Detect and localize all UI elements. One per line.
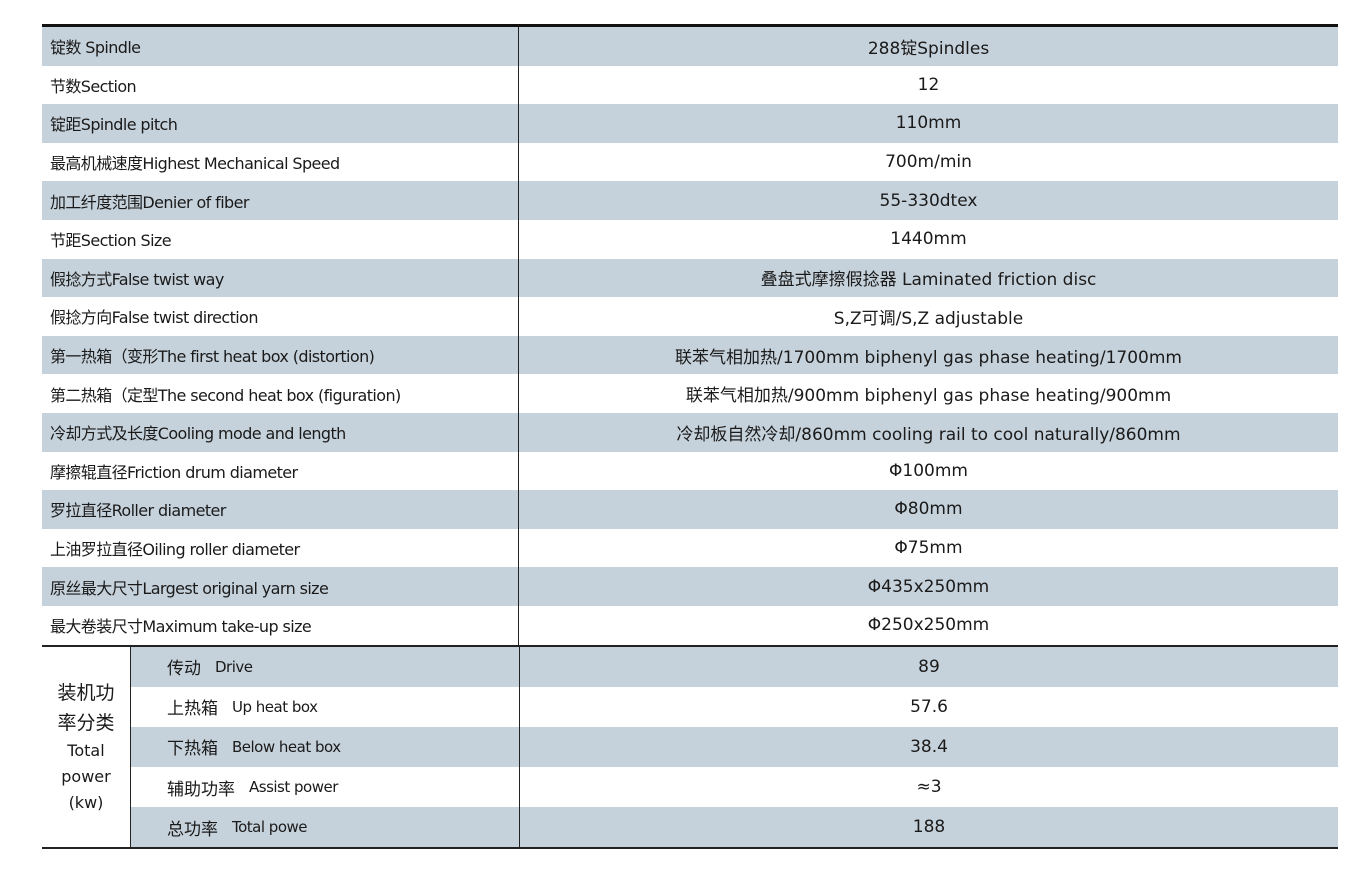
power-item-cn: 下热箱 bbox=[167, 739, 218, 760]
spec-label: 摩擦辊直径Friction drum diameter bbox=[42, 451, 519, 491]
spec-label: 最大卷装尺寸Maximum take-up size bbox=[42, 605, 519, 645]
spec-row: 锭距Spindle pitch 110mm bbox=[42, 104, 1338, 143]
power-label-en: power bbox=[61, 766, 111, 786]
spec-row: 最大卷装尺寸Maximum take-up size Φ250x250mm bbox=[42, 605, 1338, 645]
spec-label: 假捻方式False twist way bbox=[42, 258, 519, 298]
spec-label: 罗拉直径Roller diameter bbox=[42, 490, 519, 529]
power-row: 总功率 Total powe 188 bbox=[131, 807, 1338, 848]
power-value: 89 bbox=[918, 656, 940, 677]
spec-value: 55-330dtex bbox=[879, 190, 978, 211]
power-value: 57.6 bbox=[910, 696, 948, 717]
spec-row: 节数Section 12 bbox=[42, 65, 1338, 105]
power-row: 上热箱 Up heat box 57.6 bbox=[131, 686, 1338, 727]
spec-value: Φ100mm bbox=[889, 460, 968, 481]
spec-label: 第一热箱（变形The first heat box (distortion) bbox=[42, 335, 519, 375]
power-item-en: Up heat box bbox=[232, 697, 318, 716]
spec-label: 节距Section Size bbox=[42, 219, 519, 259]
power-item-label: 传动 Drive bbox=[131, 646, 520, 687]
power-item-en: Total powe bbox=[232, 818, 308, 837]
spec-value: 联苯气相加热/900mm biphenyl gas phase heating/… bbox=[685, 386, 1172, 407]
spec-row: 锭数 Spindle 288锭Spindles bbox=[42, 27, 1338, 66]
power-item-cn: 上热箱 bbox=[167, 699, 218, 720]
spec-value: 叠盘式摩擦假捻器 Laminated friction disc bbox=[760, 270, 1097, 291]
power-item-cn: 辅助功率 bbox=[167, 779, 235, 800]
spec-value: 288锭Spindles bbox=[867, 38, 990, 59]
spec-row: 上油罗拉直径Oiling roller diameter Φ75mm bbox=[42, 528, 1338, 568]
power-row: 辅助功率 Assist power ≈3 bbox=[131, 767, 1338, 808]
spec-row: 冷却方式及长度Cooling mode and length 冷却板自然冷却/86… bbox=[42, 412, 1338, 452]
power-section: 装机功 率分类 Total power (kw) 传动 Drive 89 上热箱 Up … bbox=[42, 644, 1338, 850]
spec-row: 假捻方向False twist direction S,Z可调/S,Z adjus… bbox=[42, 297, 1338, 336]
power-group-label: 装机功 率分类 Total power (kw) bbox=[42, 646, 131, 848]
spec-row: 罗拉直径Roller diameter Φ80mm bbox=[42, 490, 1338, 529]
spec-row: 最高机械速度Highest Mechanical Speed 700m/min bbox=[42, 142, 1338, 182]
spec-label: 加工纤度范围Denier of fiber bbox=[42, 181, 519, 220]
spec-value: 110mm bbox=[895, 113, 962, 134]
spec-value: Φ75mm bbox=[894, 538, 963, 559]
power-value: 38.4 bbox=[910, 736, 948, 757]
spec-row: 节距Section Size 1440mm bbox=[42, 219, 1338, 259]
power-label-en: (kw) bbox=[68, 792, 104, 812]
spec-label: 第二热箱（定型The second heat box (figuration) bbox=[42, 374, 519, 413]
power-row: 下热箱 Below heat box 38.4 bbox=[131, 726, 1338, 768]
spec-row: 原丝最大尺寸Largest original yarn size Φ435x250… bbox=[42, 567, 1338, 606]
spec-label: 上油罗拉直径Oiling roller diameter bbox=[42, 528, 519, 568]
spec-row: 第二热箱（定型The second heat box (figuration) 联… bbox=[42, 374, 1338, 413]
spec-label: 锭数 Spindle bbox=[42, 27, 519, 66]
power-item-label: 辅助功率 Assist power bbox=[131, 767, 520, 808]
spec-value: 联苯气相加热/1700mm biphenyl gas phase heating… bbox=[675, 347, 1182, 368]
power-row: 传动 Drive 89 bbox=[131, 646, 1338, 687]
spec-value: 12 bbox=[917, 74, 940, 95]
spec-value: Φ80mm bbox=[894, 499, 963, 520]
spec-label: 原丝最大尺寸Largest original yarn size bbox=[42, 567, 519, 606]
power-value: 188 bbox=[912, 817, 946, 838]
power-item-cn: 总功率 bbox=[167, 819, 218, 840]
spec-row: 假捻方式False twist way 叠盘式摩擦假捻器 Laminated fr… bbox=[42, 258, 1338, 298]
power-label-cn: 装机功 bbox=[57, 681, 115, 704]
power-label-cn: 率分类 bbox=[57, 711, 115, 734]
spec-value: 700m/min bbox=[885, 152, 972, 173]
power-item-cn: 传动 bbox=[167, 659, 201, 680]
power-label-en: Total bbox=[67, 740, 105, 760]
power-item-label: 上热箱 Up heat box bbox=[131, 686, 520, 727]
spec-value: 1440mm bbox=[890, 229, 967, 250]
spec-label: 冷却方式及长度Cooling mode and length bbox=[42, 412, 519, 452]
power-item-label: 总功率 Total powe bbox=[131, 807, 520, 848]
spec-row: 摩擦辊直径Friction drum diameter Φ100mm bbox=[42, 451, 1338, 491]
spec-value: S,Z可调/S,Z adjustable bbox=[833, 308, 1024, 329]
spec-label: 锭距Spindle pitch bbox=[42, 104, 519, 143]
spec-table: 锭数 Spindle 288锭Spindles 节数Section 12 锭距Spind… bbox=[42, 24, 1338, 850]
spec-value: Φ250x250mm bbox=[867, 615, 990, 636]
spec-value: 冷却板自然冷却/860mm cooling rail to cool natur… bbox=[676, 424, 1181, 445]
spec-label: 假捻方向False twist direction bbox=[42, 297, 519, 336]
spec-value: Φ435x250mm bbox=[867, 576, 990, 597]
power-item-en: Below heat box bbox=[232, 737, 341, 756]
power-item-en: Drive bbox=[215, 657, 253, 676]
power-item-en: Assist power bbox=[249, 778, 338, 797]
power-value: ≈3 bbox=[916, 777, 942, 798]
spec-row: 加工纤度范围Denier of fiber 55-330dtex bbox=[42, 181, 1338, 220]
power-item-label: 下热箱 Below heat box bbox=[131, 726, 520, 768]
spec-row: 第一热箱（变形The first heat box (distortion) 联苯… bbox=[42, 335, 1338, 375]
spec-label: 最高机械速度Highest Mechanical Speed bbox=[42, 142, 519, 182]
spec-label: 节数Section bbox=[42, 65, 519, 105]
